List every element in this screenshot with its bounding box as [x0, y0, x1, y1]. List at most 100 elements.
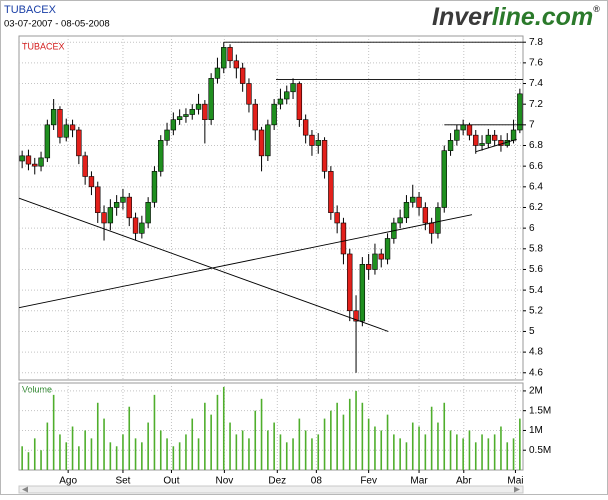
- volume-bar: [27, 452, 30, 470]
- candle-body: [277, 98, 284, 105]
- volume-bar: [46, 422, 49, 470]
- candle-body: [158, 140, 164, 172]
- volume-bar: [248, 438, 250, 470]
- scrollbar[interactable]: [18, 485, 524, 494]
- candle-body: [233, 60, 240, 69]
- scroll-track[interactable]: [18, 485, 524, 494]
- candle-body: [447, 140, 454, 151]
- logo-mark: ®: [593, 4, 600, 14]
- y-tick-label: 7.6: [529, 57, 543, 68]
- volume-bar: [380, 430, 383, 470]
- volume-bar: [147, 422, 149, 470]
- candle-body: [271, 103, 277, 126]
- candle-body: [510, 129, 517, 141]
- candle-body: [113, 202, 120, 208]
- candle-body: [95, 186, 101, 213]
- volume-bar: [172, 446, 175, 470]
- x-tick-label: Mar: [410, 476, 428, 487]
- candle-body: [397, 217, 403, 224]
- volume-bar: [216, 394, 219, 470]
- candle-body: [246, 83, 252, 105]
- volume-bar: [393, 434, 395, 470]
- volume-bar: [468, 430, 471, 470]
- volume-bar: [405, 442, 408, 470]
- volume-bar: [367, 418, 370, 470]
- volume-bar: [330, 410, 332, 470]
- volume-bar: [267, 430, 269, 470]
- candle-body: [334, 212, 340, 224]
- x-tick-label: Dez: [268, 476, 286, 487]
- candle-body: [227, 47, 233, 62]
- volume-bar: [65, 442, 68, 470]
- candle-body: [164, 129, 170, 141]
- candle-body: [290, 83, 296, 93]
- scroll-right[interactable]: [514, 486, 520, 493]
- candle-body: [101, 212, 107, 224]
- candle-body: [422, 207, 429, 224]
- volume-bar: [506, 442, 509, 470]
- volume-bar: [210, 414, 212, 470]
- volume-bar: [500, 426, 502, 470]
- volume-bar: [115, 446, 118, 470]
- y-tick-label: 6.2: [529, 202, 543, 213]
- candle-body: [32, 163, 38, 167]
- candle-body: [151, 171, 158, 203]
- logo-part: line.com: [492, 3, 593, 31]
- volume-bar: [342, 414, 345, 470]
- candle-body: [258, 129, 265, 157]
- y-tick-label: 6.4: [529, 181, 543, 192]
- volume-bar: [197, 438, 200, 470]
- volume-bar: [430, 406, 433, 470]
- volume-label: Volume: [22, 384, 52, 394]
- candle-body: [221, 47, 227, 69]
- candle-body: [460, 124, 466, 131]
- candle-body: [170, 119, 177, 131]
- x-tick-label: Nov: [215, 476, 233, 487]
- volume-bar: [348, 398, 351, 470]
- volume-bar: [512, 438, 515, 470]
- volume-bar: [374, 426, 376, 470]
- y-tick-label: 5.8: [529, 243, 543, 254]
- candle-body: [208, 78, 214, 120]
- volume-bar: [519, 418, 521, 470]
- candle-body: [384, 238, 391, 260]
- volume-bar: [222, 386, 225, 470]
- volume-bar: [96, 402, 99, 470]
- y-tick-label: 4.8: [529, 347, 543, 358]
- candle-body: [82, 155, 88, 177]
- candle-body: [315, 140, 321, 146]
- candle-body: [265, 124, 271, 157]
- date-range: 03-07-2007 - 08-05-2008: [4, 19, 110, 30]
- candles: [19, 42, 523, 373]
- volume-bar: [71, 426, 74, 470]
- y2-tick-label: 2M: [529, 386, 543, 397]
- y-tick-label: 5: [529, 326, 535, 337]
- y-tick-label: 7.4: [529, 78, 543, 89]
- logo-part: Inver: [432, 3, 493, 31]
- candle-body: [50, 109, 57, 126]
- volume-bar: [103, 418, 105, 470]
- y-tick-label: 6.6: [529, 161, 543, 172]
- volume-bar: [474, 442, 477, 470]
- y-tick-label: 4.6: [529, 367, 543, 378]
- volume-bar: [134, 438, 137, 470]
- volume-bar: [84, 430, 86, 470]
- candle-body: [517, 93, 523, 131]
- volume-bar: [33, 438, 36, 470]
- x-tick-label: Out: [163, 476, 179, 487]
- scroll-left[interactable]: [22, 486, 28, 493]
- candle-body: [107, 207, 114, 224]
- candle-body: [126, 196, 132, 219]
- candle-body: [359, 264, 366, 322]
- candle-body: [353, 310, 359, 322]
- y-tick-label: 6.8: [529, 140, 543, 151]
- x-tick-label: Abr: [456, 476, 472, 487]
- candle-body: [252, 103, 258, 131]
- volume-bar: [304, 430, 307, 470]
- volume-bar: [355, 390, 357, 470]
- volume-bar: [361, 402, 364, 470]
- candle-body: [454, 129, 460, 141]
- y2-tick-label: 1M: [529, 425, 543, 436]
- volume-bar: [298, 418, 301, 470]
- volume-bar: [487, 438, 490, 470]
